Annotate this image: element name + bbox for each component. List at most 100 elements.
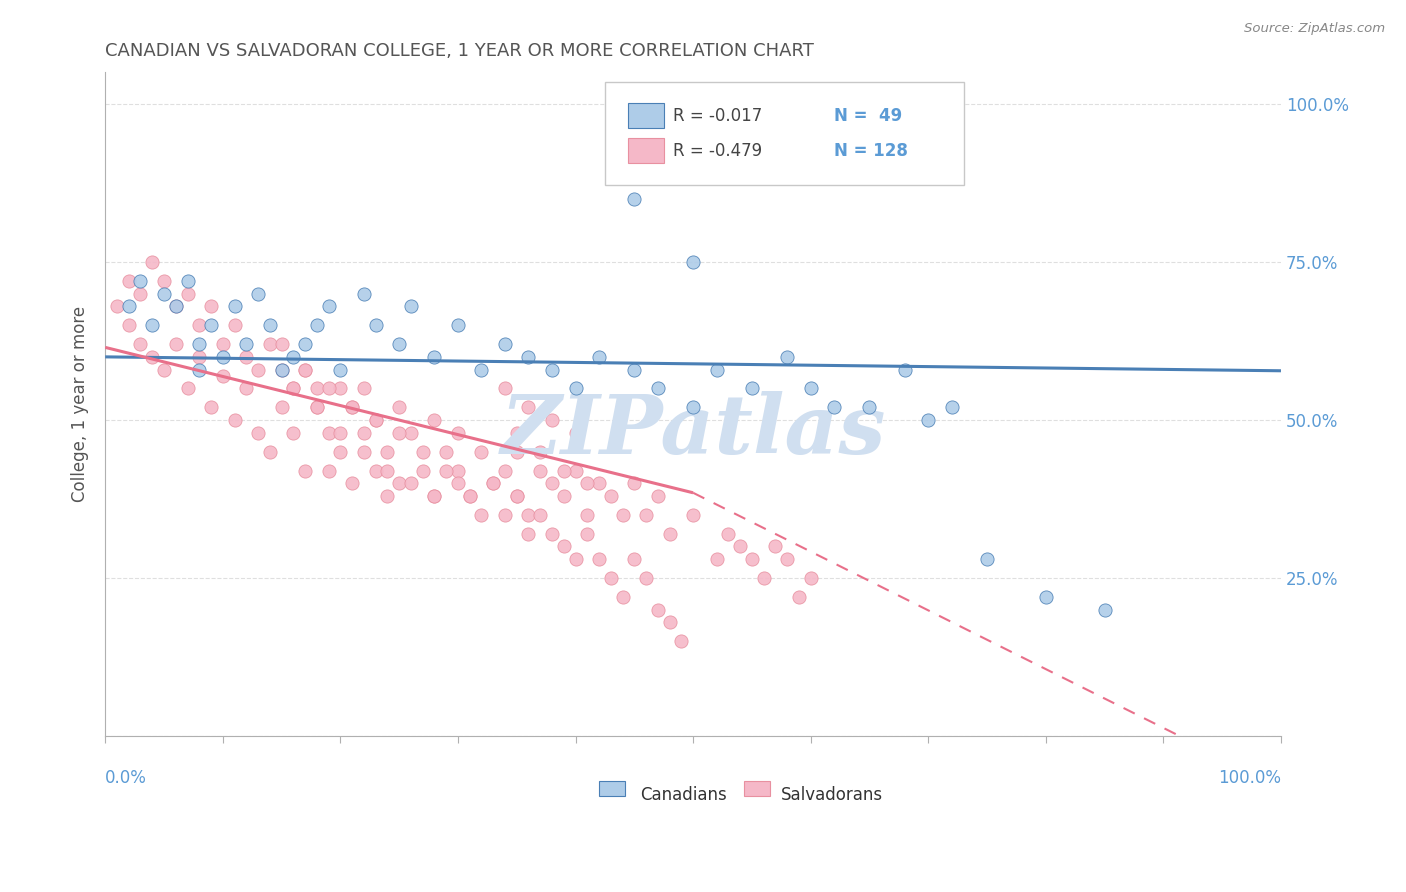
Point [564, 425, 586, 440]
Point [447, 464, 470, 478]
Point [141, 318, 163, 333]
Point [517, 508, 540, 522]
Point [235, 337, 257, 351]
Point [494, 382, 516, 396]
Point [247, 425, 270, 440]
Point [388, 425, 411, 440]
Point [399, 425, 422, 440]
Point [305, 382, 328, 396]
Point [283, 350, 305, 364]
Point [553, 464, 575, 478]
Point [247, 362, 270, 376]
Point [553, 489, 575, 503]
Text: Canadians: Canadians [640, 786, 727, 804]
Point [776, 350, 799, 364]
Point [506, 489, 529, 503]
Point [305, 318, 328, 333]
Point [470, 362, 492, 376]
Point [364, 318, 387, 333]
Point [682, 255, 704, 269]
Point [494, 337, 516, 351]
Point [506, 489, 529, 503]
Point [728, 540, 751, 554]
Point [682, 401, 704, 415]
Point [447, 425, 470, 440]
Text: N = 128: N = 128 [834, 142, 908, 160]
Point [129, 274, 152, 288]
Point [470, 508, 492, 522]
Point [858, 401, 880, 415]
Point [188, 350, 211, 364]
Point [364, 413, 387, 427]
Point [541, 476, 564, 491]
Point [235, 382, 257, 396]
Point [200, 318, 222, 333]
Point [634, 571, 657, 585]
Point [353, 286, 375, 301]
Text: 100.0%: 100.0% [1218, 769, 1281, 788]
Point [118, 318, 141, 333]
Point [576, 526, 599, 541]
Point [141, 350, 163, 364]
Point [329, 444, 352, 458]
Point [259, 318, 281, 333]
Point [259, 337, 281, 351]
Point [823, 401, 845, 415]
Point [235, 350, 257, 364]
Text: R = -0.479: R = -0.479 [673, 142, 762, 160]
Point [787, 590, 810, 604]
Point [588, 552, 610, 566]
Point [623, 192, 645, 206]
Text: 0.0%: 0.0% [105, 769, 148, 788]
Point [541, 526, 564, 541]
Point [541, 362, 564, 376]
Point [200, 299, 222, 313]
FancyBboxPatch shape [605, 82, 963, 186]
Point [529, 464, 551, 478]
Point [211, 337, 233, 351]
Point [658, 615, 681, 630]
Point [153, 286, 176, 301]
Point [224, 299, 246, 313]
Point [612, 590, 634, 604]
Point [329, 425, 352, 440]
Point [776, 552, 799, 566]
Point [494, 464, 516, 478]
Point [529, 508, 551, 522]
Point [259, 444, 281, 458]
Point [294, 362, 316, 376]
Point [294, 337, 316, 351]
Point [399, 476, 422, 491]
Point [188, 337, 211, 351]
Point [176, 382, 198, 396]
Point [283, 382, 305, 396]
Point [153, 274, 176, 288]
Point [1094, 603, 1116, 617]
Point [388, 476, 411, 491]
Point [165, 299, 187, 313]
Point [211, 350, 233, 364]
Point [494, 508, 516, 522]
Point [412, 464, 434, 478]
Point [470, 444, 492, 458]
Point [717, 526, 740, 541]
Point [564, 552, 586, 566]
Point [153, 362, 176, 376]
Point [917, 413, 939, 427]
Point [623, 362, 645, 376]
Point [329, 362, 352, 376]
Text: R = -0.017: R = -0.017 [673, 106, 762, 125]
Point [283, 425, 305, 440]
Point [340, 476, 363, 491]
Point [588, 350, 610, 364]
Point [377, 489, 399, 503]
FancyBboxPatch shape [628, 138, 664, 163]
Point [529, 444, 551, 458]
Point [294, 362, 316, 376]
Point [423, 489, 446, 503]
Point [1035, 590, 1057, 604]
Point [647, 382, 669, 396]
Point [976, 552, 998, 566]
Point [447, 476, 470, 491]
Point [434, 444, 457, 458]
